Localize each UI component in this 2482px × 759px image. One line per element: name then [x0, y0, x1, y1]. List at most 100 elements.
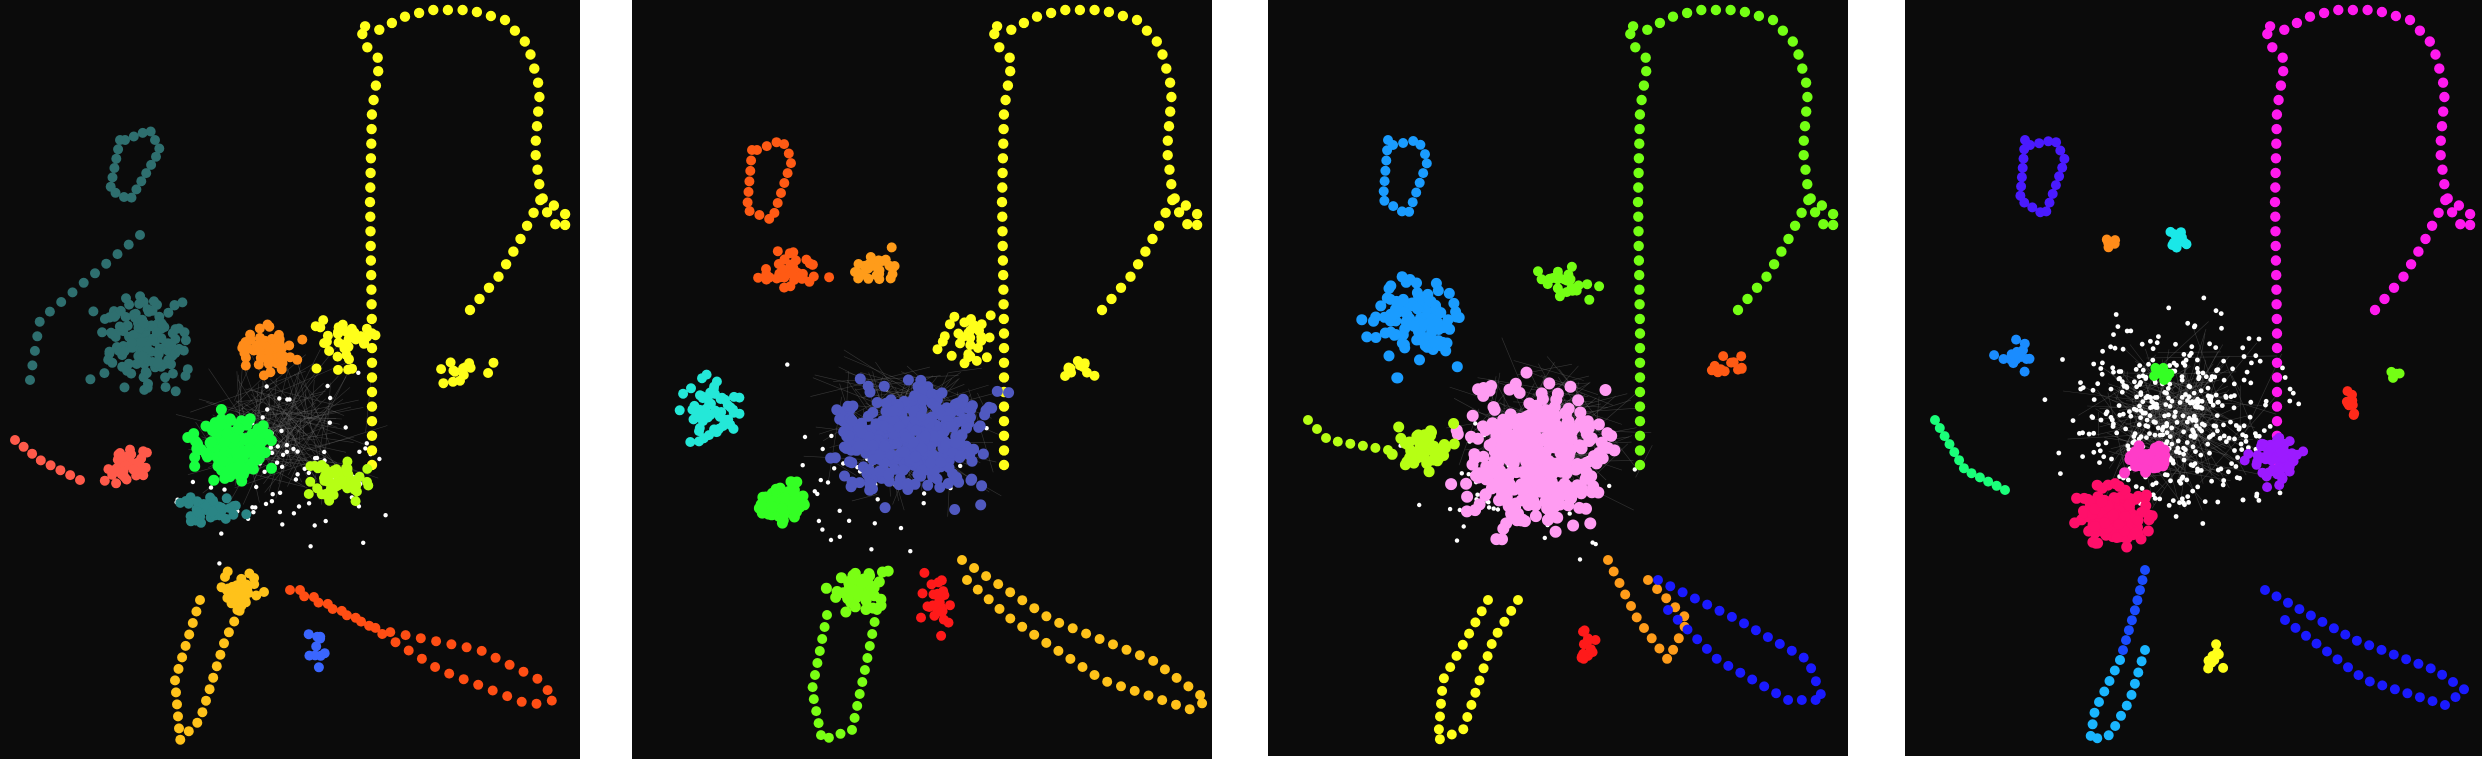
graph-node	[2111, 369, 2116, 375]
graph-node	[279, 464, 285, 469]
graph-node	[862, 653, 873, 663]
graph-node	[2195, 466, 2200, 472]
graph-node	[2264, 21, 2276, 32]
graph-node	[240, 360, 251, 371]
graph-edge	[2192, 325, 2218, 396]
graph-node	[2169, 441, 2175, 447]
graph-node	[2190, 400, 2195, 406]
graph-edge	[248, 387, 327, 422]
graph-node	[508, 246, 519, 257]
graph-edge	[246, 362, 348, 407]
graph-node	[177, 297, 188, 308]
graph-node	[1116, 681, 1126, 692]
graph-edge	[268, 393, 271, 419]
graph-node	[1543, 377, 1556, 390]
graph-node	[1633, 153, 1645, 164]
graph-edge	[2067, 433, 2169, 440]
graph-node	[2151, 401, 2157, 406]
graph-node	[909, 451, 921, 463]
network-panel-1	[0, 0, 580, 759]
graph-node	[436, 364, 447, 375]
graph-node	[328, 395, 333, 401]
graph-node	[1470, 687, 1481, 698]
graph-node	[1089, 4, 1100, 16]
graph-node	[2263, 467, 2274, 478]
graph-node	[2089, 503, 2101, 515]
graph-node	[1413, 290, 1424, 302]
graph-node	[1552, 283, 1563, 294]
graph-node	[1089, 670, 1100, 680]
graph-node	[173, 711, 183, 722]
graph-node	[2113, 519, 2125, 530]
graph-node	[541, 207, 553, 218]
graph-node	[998, 328, 1010, 339]
graph-node	[1006, 24, 1017, 35]
graph-node	[2138, 390, 2144, 396]
graph-node	[2168, 478, 2173, 484]
graph-node	[222, 585, 232, 596]
graph-node	[973, 421, 985, 433]
graph-node	[2221, 358, 2226, 364]
graph-node	[234, 605, 245, 616]
graph-node	[1934, 423, 1945, 433]
graph-node	[1439, 442, 1451, 454]
graph-node	[473, 679, 484, 690]
graph-node	[1132, 259, 1144, 270]
graph-node	[2183, 392, 2188, 397]
graph-edge	[278, 358, 302, 485]
graph-node	[1634, 416, 1646, 427]
graph-node	[234, 460, 246, 472]
graph-node	[2116, 403, 2122, 408]
graph-node	[2446, 207, 2458, 218]
graph-node	[2439, 91, 2450, 103]
graph-edge	[298, 418, 302, 444]
graph-node	[119, 472, 130, 482]
graph-node	[991, 385, 1003, 397]
graph-node	[820, 446, 825, 452]
graph-edge	[296, 361, 331, 445]
graph-node	[220, 513, 231, 524]
graph-node	[487, 685, 498, 696]
graph-node	[916, 612, 926, 623]
graph-node	[2205, 385, 2211, 391]
graph-node	[2402, 688, 2413, 699]
graph-node	[2424, 36, 2435, 47]
graph-node	[2126, 689, 2137, 700]
graph-node	[1542, 535, 1547, 541]
graph-node	[35, 455, 46, 466]
graph-node	[1434, 734, 1445, 745]
graph-node	[2165, 386, 2171, 391]
graph-node	[10, 435, 20, 445]
graph-node	[922, 601, 933, 612]
graph-node	[1561, 287, 1572, 298]
graph-node	[714, 411, 725, 422]
graph-node	[107, 357, 118, 368]
graph-node	[1414, 354, 1425, 366]
graph-node	[2235, 455, 2240, 460]
graph-node	[1094, 634, 1105, 644]
network-graph-3	[1303, 4, 1839, 745]
graph-node	[2270, 240, 2281, 252]
graph-node	[223, 627, 234, 638]
graph-node	[350, 612, 361, 623]
graph-node	[1726, 357, 1737, 368]
graph-node	[1710, 4, 1722, 16]
graph-node	[802, 434, 808, 440]
graph-node	[175, 734, 186, 745]
graph-node	[1574, 406, 1587, 419]
graph-node	[2139, 486, 2145, 491]
graph-edge	[280, 417, 345, 430]
graph-node	[170, 386, 181, 397]
graph-node	[797, 272, 808, 283]
graph-node	[366, 401, 378, 412]
graph-node	[921, 501, 926, 506]
graph-node	[997, 153, 1009, 164]
graph-node	[1385, 308, 1397, 320]
graph-node	[182, 432, 194, 443]
graph-node	[2174, 362, 2179, 368]
graph-node	[1949, 447, 1960, 458]
graph-node	[1515, 514, 1528, 527]
graph-node	[1106, 293, 1117, 305]
graph-node	[2179, 496, 2185, 502]
graph-node	[1582, 279, 1593, 290]
